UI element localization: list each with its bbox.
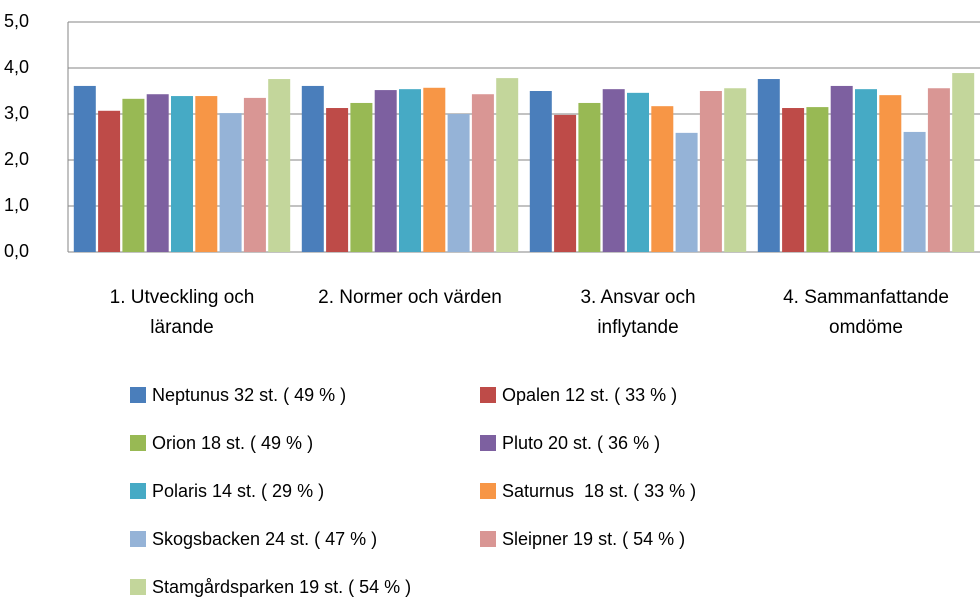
legend-label: Opalen 12 st. ( 33 % ) [502, 385, 677, 405]
bar [855, 89, 877, 252]
bar [171, 96, 193, 252]
bar [399, 89, 421, 252]
bar [268, 79, 291, 252]
bar [554, 114, 577, 252]
bar [301, 85, 324, 252]
y-tick-label: 1,0 [4, 195, 29, 215]
legend-label: Saturnus 18 st. ( 33 % ) [502, 481, 696, 501]
x-tick-label: 4. Sammanfattande omdöme [783, 287, 949, 338]
bar [496, 78, 519, 253]
bar [927, 88, 950, 253]
y-tick-label: 3,0 [4, 103, 29, 123]
bar [830, 85, 853, 252]
bar [146, 94, 169, 252]
y-tick-label: 5,0 [4, 11, 29, 31]
legend-label: Orion 18 st. ( 49 % ) [152, 433, 313, 453]
legend-label: Skogsbacken 24 st. ( 47 % ) [152, 529, 377, 549]
bar [651, 106, 674, 253]
legend-swatch [480, 435, 496, 451]
bar [326, 108, 349, 253]
legend-swatch [480, 387, 496, 403]
x-tick-label: 2. Normer och värden [318, 287, 502, 308]
y-tick-label: 4,0 [4, 57, 29, 77]
bar [195, 96, 218, 252]
legend-swatch [480, 531, 496, 547]
bar [529, 91, 552, 252]
bar [447, 114, 470, 252]
bar [782, 108, 805, 253]
bar [675, 132, 698, 252]
legend-label: Polaris 14 st. ( 29 % ) [152, 481, 324, 501]
legend-label: Stamgårdsparken 19 st. ( 54 % ) [152, 577, 411, 597]
legend-swatch [130, 579, 146, 595]
legend-swatch [130, 531, 146, 547]
legend-swatch [130, 483, 146, 499]
bar [423, 87, 446, 252]
bar [122, 98, 145, 252]
bar [73, 85, 96, 252]
bar [243, 97, 266, 253]
x-tick-label: 1. Utveckling och lärande [109, 287, 255, 338]
y-tick-label: 0,0 [4, 241, 29, 261]
bar [757, 79, 780, 252]
bar [350, 102, 373, 253]
bar [699, 91, 722, 252]
bar [952, 73, 975, 252]
legend-label: Sleipner 19 st. ( 54 % ) [502, 529, 685, 549]
bar [471, 94, 494, 252]
bar [724, 88, 747, 253]
legend-label: Neptunus 32 st. ( 49 % ) [152, 385, 346, 405]
legend-label: Pluto 20 st. ( 36 % ) [502, 433, 660, 453]
bar [806, 107, 829, 252]
bar [602, 89, 625, 252]
legend-swatch [130, 387, 146, 403]
legend-swatch [130, 435, 146, 451]
bar [627, 92, 649, 252]
x-tick-label: 3. Ansvar och inflytande [580, 287, 696, 338]
bar [374, 90, 397, 252]
bar [219, 113, 242, 252]
bar [903, 131, 926, 252]
y-tick-label: 2,0 [4, 149, 29, 169]
bar [578, 102, 601, 253]
bar [879, 95, 902, 252]
bar [98, 110, 121, 252]
legend-swatch [480, 483, 496, 499]
